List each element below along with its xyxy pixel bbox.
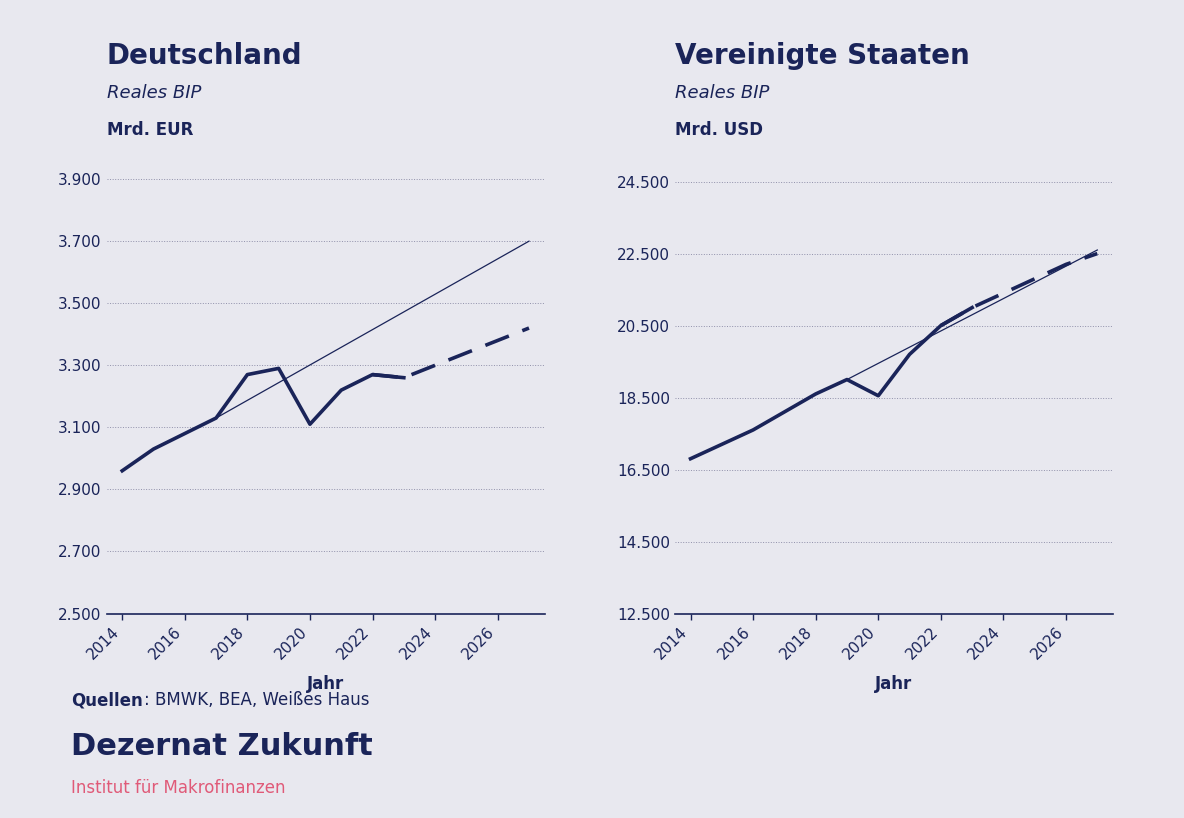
Text: Jahr: Jahr (307, 675, 345, 693)
Text: : BMWK, BEA, Weißes Haus: : BMWK, BEA, Weißes Haus (144, 691, 369, 709)
Text: Quellen: Quellen (71, 691, 143, 709)
Text: Dezernat Zukunft: Dezernat Zukunft (71, 732, 373, 761)
Text: Reales BIP: Reales BIP (675, 84, 770, 102)
Text: Jahr: Jahr (875, 675, 913, 693)
Text: Institut für Makrofinanzen: Institut für Makrofinanzen (71, 779, 285, 797)
Text: Reales BIP: Reales BIP (107, 84, 201, 102)
Text: Vereinigte Staaten: Vereinigte Staaten (675, 42, 970, 70)
Text: Mrd. EUR: Mrd. EUR (107, 121, 193, 139)
Text: Mrd. USD: Mrd. USD (675, 121, 762, 139)
Text: Deutschland: Deutschland (107, 42, 302, 70)
